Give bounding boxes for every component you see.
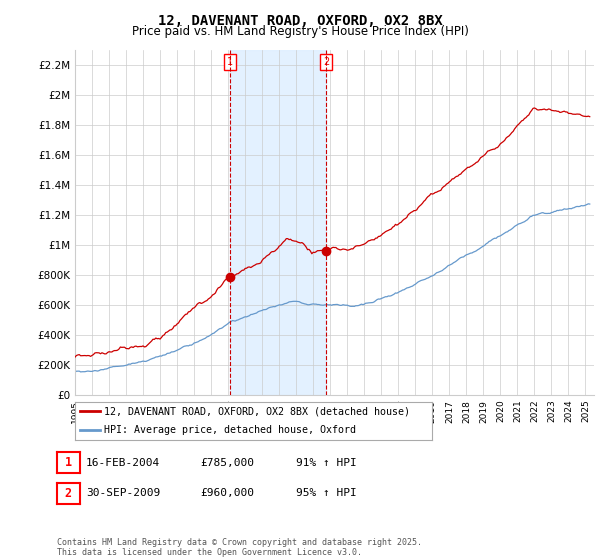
Text: 95% ↑ HPI: 95% ↑ HPI xyxy=(296,488,356,498)
Text: 16-FEB-2004: 16-FEB-2004 xyxy=(86,458,160,468)
Text: 12, DAVENANT ROAD, OXFORD, OX2 8BX: 12, DAVENANT ROAD, OXFORD, OX2 8BX xyxy=(158,14,442,28)
Text: HPI: Average price, detached house, Oxford: HPI: Average price, detached house, Oxfo… xyxy=(104,425,356,435)
Text: Contains HM Land Registry data © Crown copyright and database right 2025.
This d: Contains HM Land Registry data © Crown c… xyxy=(57,538,422,557)
Text: 12, DAVENANT ROAD, OXFORD, OX2 8BX (detached house): 12, DAVENANT ROAD, OXFORD, OX2 8BX (deta… xyxy=(104,406,410,416)
Text: 1: 1 xyxy=(65,456,72,469)
Text: 30-SEP-2009: 30-SEP-2009 xyxy=(86,488,160,498)
Text: 91% ↑ HPI: 91% ↑ HPI xyxy=(296,458,356,468)
Text: 2: 2 xyxy=(65,487,72,500)
Text: £785,000: £785,000 xyxy=(200,458,254,468)
Text: Price paid vs. HM Land Registry's House Price Index (HPI): Price paid vs. HM Land Registry's House … xyxy=(131,25,469,38)
Bar xyxy=(230,50,326,395)
Text: £960,000: £960,000 xyxy=(200,488,254,498)
Text: 1: 1 xyxy=(227,57,233,67)
Text: 2: 2 xyxy=(323,57,329,67)
